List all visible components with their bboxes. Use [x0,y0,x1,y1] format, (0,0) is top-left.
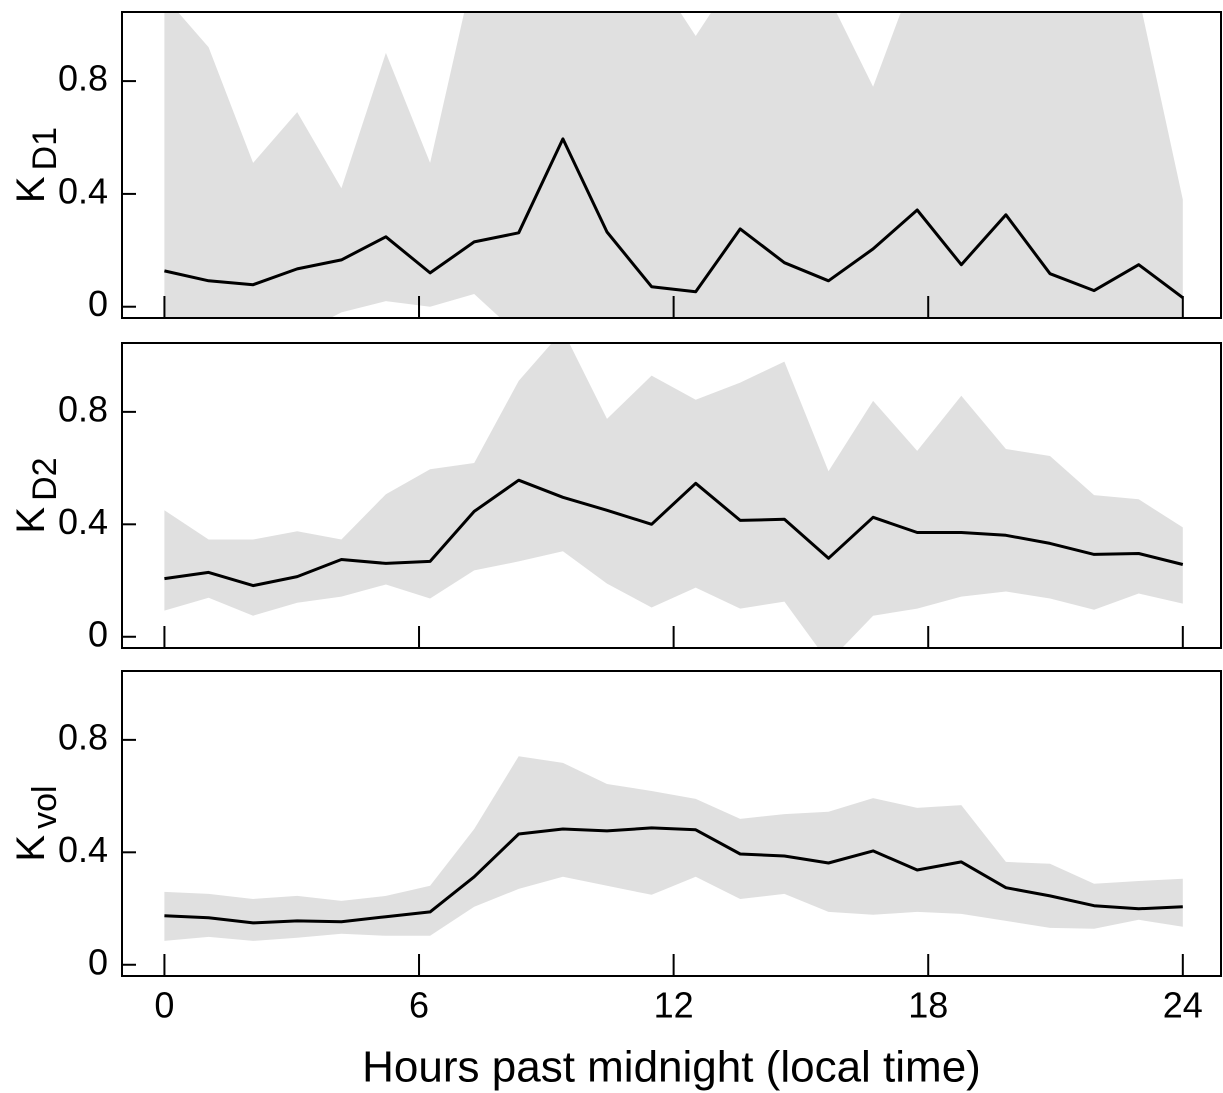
y-axis-label: K D2 [9,457,64,533]
confidence-band [164,756,1183,941]
y-tick-label: 0.8 [58,388,108,429]
plot-frame [121,11,1222,319]
mean-line [164,137,1184,299]
y-tick-label: 0.4 [58,170,108,211]
plot-frame [121,342,1222,649]
x-tick-label: 24 [1163,985,1203,1026]
y-axis-label-sub: D1 [26,127,64,170]
y-axis-label-main: K [9,835,53,862]
plot-area [164,343,1184,648]
y-axis-label-main: K [9,176,53,203]
y-tick-label: 0 [88,283,108,324]
y-tick-label: 0.8 [58,58,108,99]
x-tick-label: 6 [409,985,429,1026]
y-axis-label-sub: D2 [26,457,64,500]
y-tick-label: 0.4 [58,501,108,542]
y-axis-label-main: K [9,507,53,534]
confidence-band [164,343,1183,648]
plot-area [164,756,1183,941]
mean-line [164,826,1183,925]
confidence-band [164,12,1183,318]
y-axis-label-sub: vol [26,785,64,828]
y-axis-label: Kvol [9,785,64,861]
y-tick-label: 0 [88,613,108,654]
x-axis-label: Hours past midnight (local time) [362,1043,981,1092]
y-tick-label: 0 [88,941,108,982]
y-tick-label: 0.8 [58,716,108,757]
y-tick-label: 0.4 [58,829,108,870]
y-axis-label: K D1 [9,127,64,203]
x-tick-label: 18 [908,985,948,1026]
x-tick-label: 0 [154,985,174,1026]
mean-line [164,478,1184,588]
plot-frame [121,670,1222,977]
x-tick-label: 12 [654,985,694,1026]
plot-area [164,12,1184,318]
